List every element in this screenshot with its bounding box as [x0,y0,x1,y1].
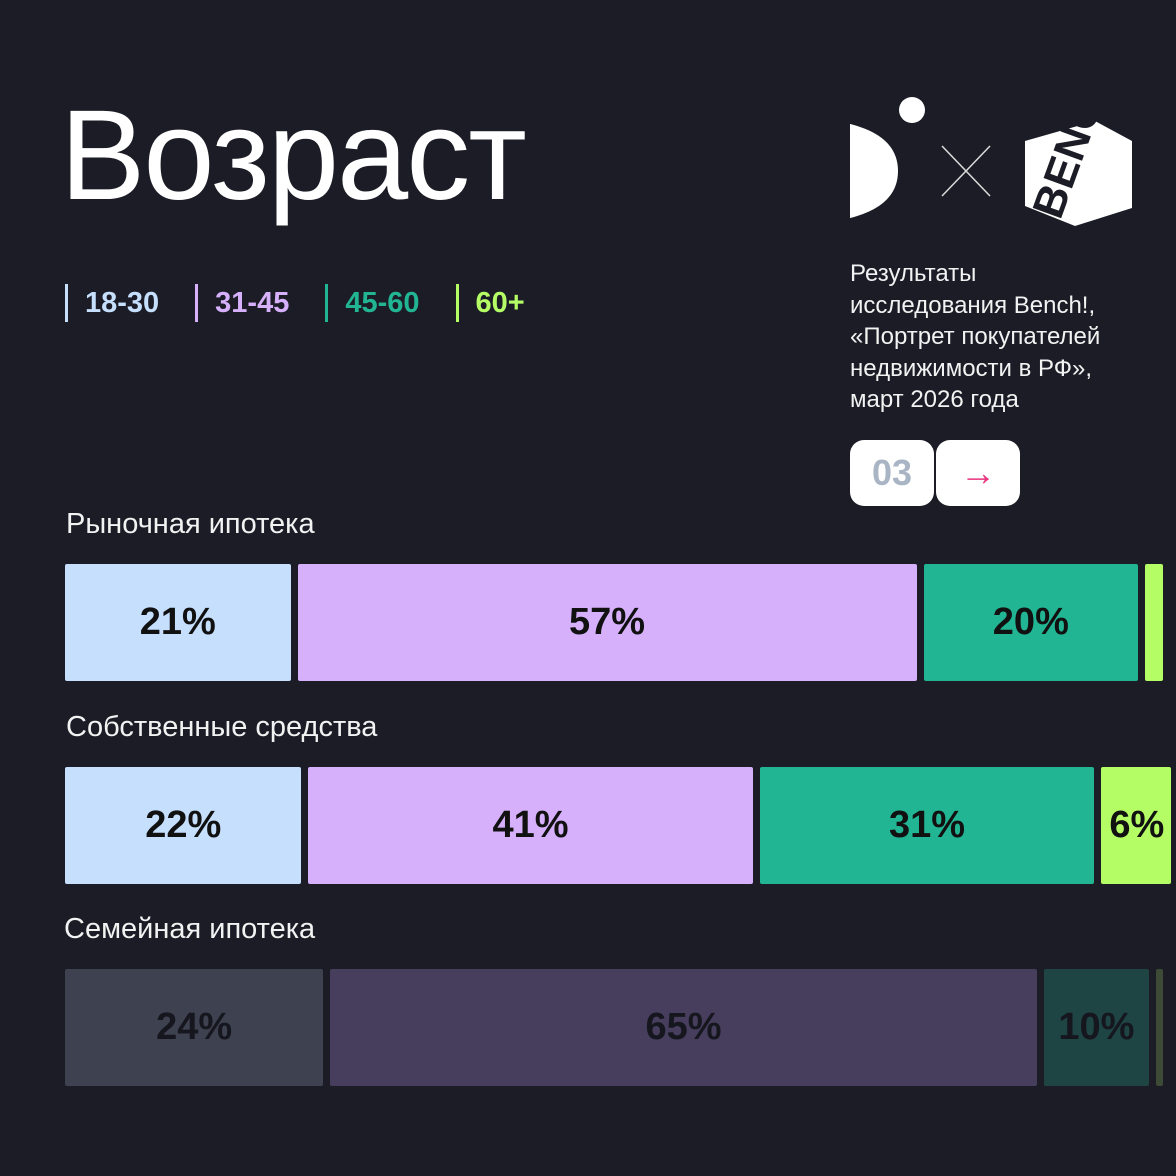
bar-segment-45-60: 10% [1043,969,1150,1086]
page-number: 03 [850,440,934,506]
partner-logos: BENCH [850,96,1132,226]
description-line: недвижимости в РФ», [850,354,1093,382]
legend-swatch [455,284,459,322]
legend-item: 18-30 [65,284,159,322]
bar-row: 22% 41% 31% 6% [0,767,1176,884]
legend-swatch [65,284,68,322]
description-line: исследования Bench!, [850,291,1096,319]
bar-segment-45-60: 31% [759,767,1095,884]
bar-segment-31-45: 57% [297,564,917,681]
bar-segment-31-45: 41% [308,767,753,884]
bench-logo: BENCH [1023,96,1132,226]
bar-segment-18-30: 21% [65,564,291,681]
bar-segment-60+ [1145,564,1163,681]
legend-label: 31-45 [215,286,290,319]
brand-logo [850,97,925,218]
legend-label: 18-30 [85,286,160,319]
description-line: «Портрет покупателей [850,323,1101,350]
bar-segment-60+: 6% [1101,767,1171,884]
description-line: Результаты [850,260,977,287]
legend-item: 45-60 [325,284,420,322]
legend: 18-30 31-45 45-60 60+ [65,284,561,322]
legend-item: 31-45 [195,284,289,322]
description-line: март 2026 года [850,386,1019,413]
row-label: Семейная ипотека [64,913,316,945]
bar-segment-45-60: 20% [923,564,1139,681]
legend-item: 60+ [455,284,525,322]
row-label: Рыночная ипотека [66,508,315,540]
legend-label: 45-60 [345,286,420,319]
bar-segment-31-45: 65% [330,969,1037,1086]
cross-icon [941,145,991,197]
bar-row: 21% 57% 20% [0,564,1176,681]
bar-segment-60+ [1156,969,1163,1086]
bar-segment-18-30: 22% [65,767,302,884]
bar-segment-18-30: 24% [65,969,324,1086]
bar-row: 24% 65% 10% [0,969,1176,1086]
legend-swatch [325,284,329,322]
page-title: Возраст [60,84,527,227]
source-description: Результаты исследования Bench!, «Портрет… [850,258,1170,416]
pager: 03 → [850,440,1020,506]
legend-swatch [195,284,199,322]
row-label: Собственные средства [66,711,378,743]
arrow-right-icon[interactable]: → [936,440,1020,506]
legend-label: 60+ [475,286,525,319]
